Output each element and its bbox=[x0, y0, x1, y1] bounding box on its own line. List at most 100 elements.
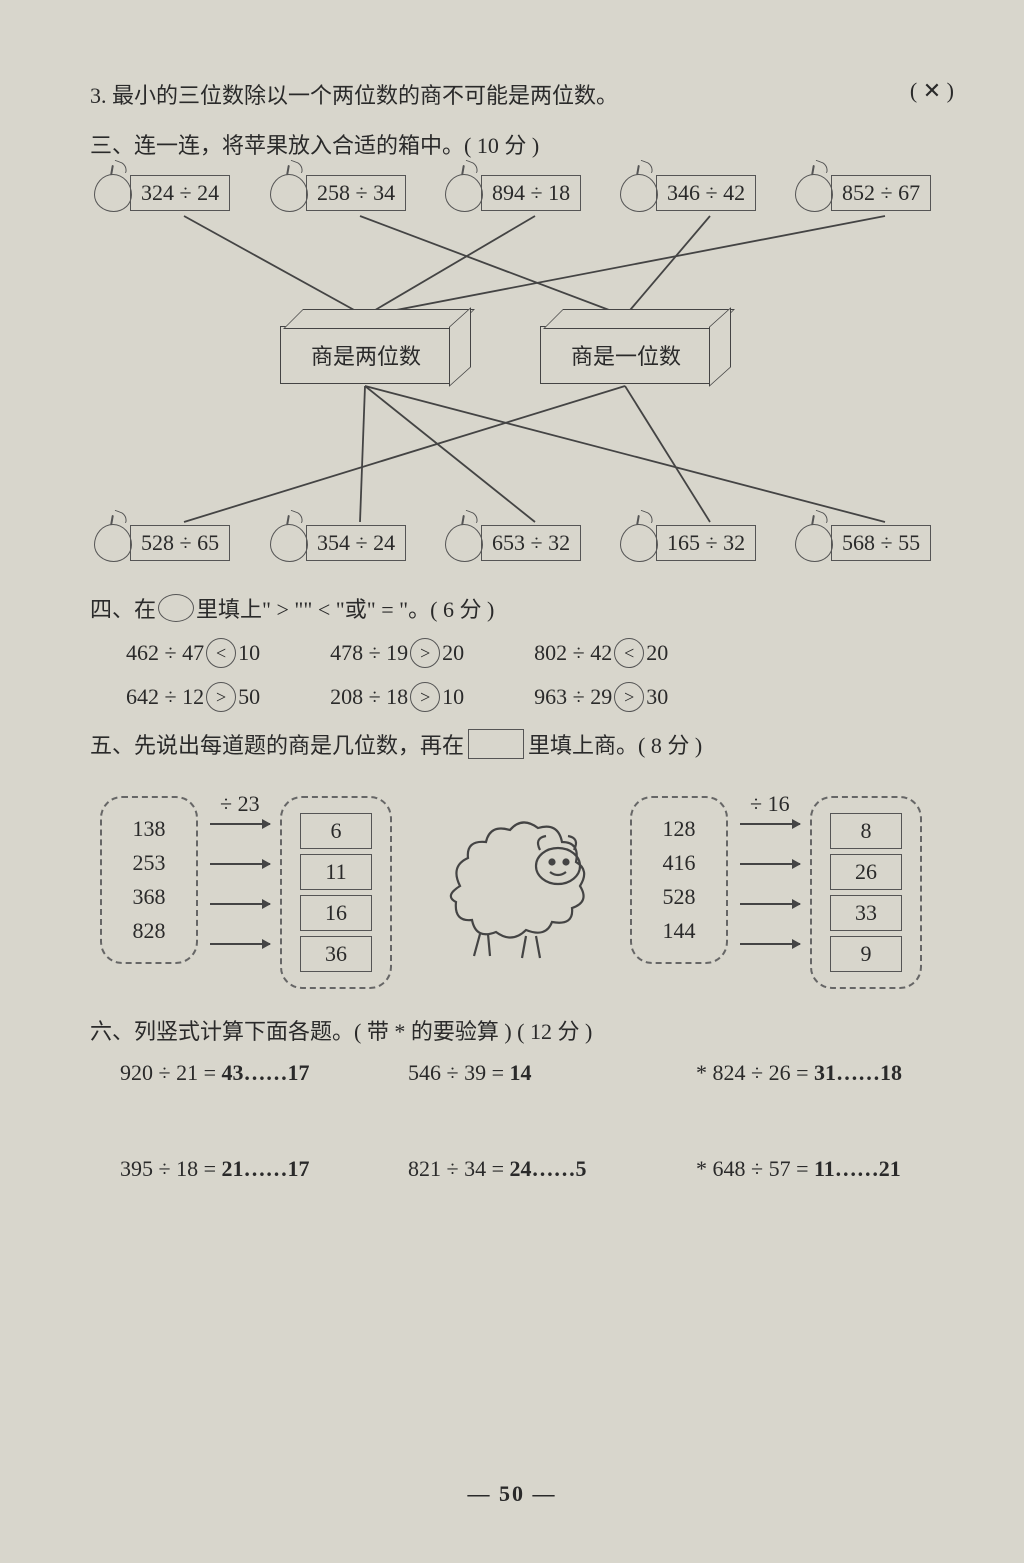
sec5-right-outputs: 826339 bbox=[810, 796, 922, 989]
sec6-item: 395 ÷ 18 = 21……17 bbox=[120, 1156, 378, 1182]
q3-number: 3. bbox=[90, 83, 107, 108]
sec5-right-inputs: 128416528144 bbox=[630, 796, 728, 964]
compare-rhs: 20 bbox=[442, 640, 464, 666]
sec3-title: 三、连一连，将苹果放入合适的箱中。( 10 分 ) bbox=[90, 128, 954, 160]
sec5-output-cell: 36 bbox=[300, 936, 372, 972]
compare-item: 642 ÷ 12>50 bbox=[126, 682, 260, 712]
compare-symbol: > bbox=[206, 682, 236, 712]
sec5-output-cell: 8 bbox=[830, 813, 902, 849]
sec6-lhs: 395 ÷ 18 = bbox=[120, 1156, 221, 1181]
sec6-lhs: 546 ÷ 39 = bbox=[408, 1060, 509, 1085]
sec6-item: 546 ÷ 39 = 14 bbox=[408, 1060, 666, 1086]
page-number: — 50 — bbox=[0, 1481, 1024, 1507]
sec6-answer: 14 bbox=[509, 1060, 531, 1085]
sec6-title: 六、列竖式计算下面各题。( 带 * 的要验算 ) ( 12 分 ) bbox=[90, 1014, 954, 1046]
q3-paren-right: ) bbox=[947, 78, 954, 103]
sec4-title-after: 里填上" > "" < "或" = "。( 6 分 ) bbox=[196, 592, 494, 624]
sec5-left-inputs: 138 253 368 828 bbox=[100, 796, 198, 964]
compare-rhs: 50 bbox=[238, 684, 260, 710]
apple-top-3: 346 ÷ 42 bbox=[620, 174, 756, 212]
compare-expr: 642 ÷ 12 bbox=[126, 684, 204, 710]
apple-icon bbox=[94, 524, 132, 562]
sec6-lhs: * 824 ÷ 26 = bbox=[696, 1060, 814, 1085]
compare-expr: 208 ÷ 18 bbox=[330, 684, 408, 710]
apple-icon bbox=[270, 524, 308, 562]
compare-symbol: > bbox=[614, 682, 644, 712]
compare-item: 462 ÷ 47<10 bbox=[126, 638, 260, 668]
sec6-answer: 43……17 bbox=[221, 1060, 309, 1085]
sec5-output-cell: 9 bbox=[830, 936, 902, 972]
apple-icon bbox=[795, 524, 833, 562]
apple-bottom-0: 528 ÷ 65 bbox=[94, 524, 230, 562]
compare-expr: 963 ÷ 29 bbox=[534, 684, 612, 710]
compare-rhs: 10 bbox=[238, 640, 260, 666]
apple-icon bbox=[620, 524, 658, 562]
compare-symbol: < bbox=[614, 638, 644, 668]
box-two-digit: 商是两位数 bbox=[280, 326, 452, 384]
box-left-label: 商是两位数 bbox=[311, 339, 421, 371]
apple-label: 528 ÷ 65 bbox=[130, 525, 230, 561]
compare-item: 963 ÷ 29>30 bbox=[534, 682, 668, 712]
sec6-lhs: * 648 ÷ 57 = bbox=[696, 1156, 814, 1181]
compare-expr: 462 ÷ 47 bbox=[126, 640, 204, 666]
apple-bottom-3: 165 ÷ 32 bbox=[620, 524, 756, 562]
compare-item: 208 ÷ 18>10 bbox=[330, 682, 464, 712]
sec6-lhs: 821 ÷ 34 = bbox=[408, 1156, 509, 1181]
sec6-answer: 31……18 bbox=[814, 1060, 902, 1085]
apple-top-1: 258 ÷ 34 bbox=[270, 174, 406, 212]
apple-icon bbox=[94, 174, 132, 212]
sec5-input-num: 528 bbox=[650, 884, 708, 910]
apple-top-2: 894 ÷ 18 bbox=[445, 174, 581, 212]
sec5-input-num: 128 bbox=[650, 816, 708, 842]
compare-symbol: > bbox=[410, 638, 440, 668]
compare-rhs: 20 bbox=[646, 640, 668, 666]
apple-icon bbox=[445, 524, 483, 562]
apple-icon bbox=[620, 174, 658, 212]
sec5-left-outputs: 6111636 bbox=[280, 796, 392, 989]
apple-top-0: 324 ÷ 24 bbox=[94, 174, 230, 212]
sec5-container: 138253368828 ÷ 23 6111636 1284 bbox=[90, 776, 954, 1006]
apple-icon bbox=[445, 174, 483, 212]
sec5-title-after: 里填上商。( 8 分 ) bbox=[528, 728, 702, 760]
sec5-input-num: 828 bbox=[120, 918, 178, 944]
apple-label: 258 ÷ 34 bbox=[306, 175, 406, 211]
compare-item: 478 ÷ 19>20 bbox=[330, 638, 464, 668]
apple-bottom-2: 653 ÷ 32 bbox=[445, 524, 581, 562]
apple-label: 894 ÷ 18 bbox=[481, 175, 581, 211]
apple-bottom-4: 568 ÷ 55 bbox=[795, 524, 931, 562]
compare-expr: 478 ÷ 19 bbox=[330, 640, 408, 666]
sec4-title-before: 四、在 bbox=[90, 592, 156, 624]
sec6-item: 920 ÷ 21 = 43……17 bbox=[120, 1060, 378, 1086]
blank-rect-icon bbox=[468, 729, 524, 759]
box-one-digit: 商是一位数 bbox=[540, 326, 712, 384]
compare-rhs: 30 bbox=[646, 684, 668, 710]
sec6-item: * 824 ÷ 26 = 31……18 bbox=[696, 1060, 954, 1086]
q3-text: 最小的三位数除以一个两位数的商不可能是两位数。 bbox=[112, 83, 618, 108]
apple-label: 324 ÷ 24 bbox=[130, 175, 230, 211]
box-right-label: 商是一位数 bbox=[571, 339, 681, 371]
compare-item: 802 ÷ 42<20 bbox=[534, 638, 668, 668]
sec5-input-num: 253 bbox=[120, 850, 178, 876]
apple-label: 346 ÷ 42 bbox=[656, 175, 756, 211]
apple-label: 568 ÷ 55 bbox=[831, 525, 931, 561]
sec6-answer: 21……17 bbox=[221, 1156, 309, 1181]
sec5-input-num: 138 bbox=[120, 816, 178, 842]
sec5-output-cell: 11 bbox=[300, 854, 372, 890]
apple-label: 165 ÷ 32 bbox=[656, 525, 756, 561]
sec6-answer: 11……21 bbox=[814, 1156, 901, 1181]
compare-rhs: 10 bbox=[442, 684, 464, 710]
sec5-output-cell: 33 bbox=[830, 895, 902, 931]
compare-symbol: > bbox=[410, 682, 440, 712]
apple-icon bbox=[270, 174, 308, 212]
blank-oval-icon bbox=[158, 594, 194, 622]
compare-expr: 802 ÷ 42 bbox=[534, 640, 612, 666]
sec6-item: 821 ÷ 34 = 24……5 bbox=[408, 1156, 666, 1182]
sec6-lhs: 920 ÷ 21 = bbox=[120, 1060, 221, 1085]
apple-top-4: 852 ÷ 67 bbox=[795, 174, 931, 212]
apple-label: 653 ÷ 32 bbox=[481, 525, 581, 561]
sec5-input-num: 368 bbox=[120, 884, 178, 910]
apple-label: 354 ÷ 24 bbox=[306, 525, 406, 561]
sec5-title-before: 五、先说出每道题的商是几位数，再在 bbox=[90, 728, 464, 760]
q3-paren-left: ( bbox=[910, 78, 917, 103]
apple-icon bbox=[795, 174, 833, 212]
